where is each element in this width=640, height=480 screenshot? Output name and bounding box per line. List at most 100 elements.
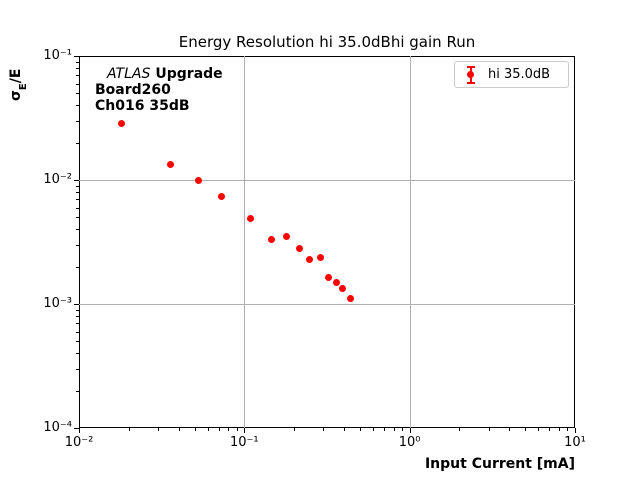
y-major-tick xyxy=(74,180,79,181)
chart-title: Energy Resolution hi 35.0dBhi gain Run xyxy=(178,33,476,51)
x-minor-tick xyxy=(384,428,386,431)
y-axis-label-sigma: σ xyxy=(8,90,24,101)
data-point xyxy=(247,214,255,222)
x-major-tick xyxy=(244,428,246,433)
x-axis-label: Input Current [mA] xyxy=(424,456,575,472)
y-minor-tick xyxy=(76,390,79,392)
data-point xyxy=(195,176,203,184)
y-tick-label: 10⁻⁴ xyxy=(43,420,72,435)
y-minor-tick xyxy=(76,207,79,209)
data-point xyxy=(167,161,175,169)
x-tick-label: 10⁻¹ xyxy=(230,435,259,450)
x-minor-tick xyxy=(402,428,404,431)
errorbar-dot xyxy=(467,70,474,78)
y-minor-tick xyxy=(76,105,79,107)
annotation-line-3: Ch016 35dB xyxy=(95,98,190,114)
data-point xyxy=(325,273,333,281)
y-tick-label: 10⁻² xyxy=(43,172,72,187)
y-minor-tick xyxy=(76,331,79,333)
y-gridline xyxy=(79,180,575,181)
x-minor-tick xyxy=(359,428,361,431)
y-minor-tick xyxy=(76,323,79,325)
errorbar-cap-bottom xyxy=(467,81,475,84)
y-minor-tick xyxy=(76,185,79,187)
y-minor-tick xyxy=(76,368,79,370)
y-minor-tick xyxy=(76,142,79,144)
y-gridline xyxy=(79,304,575,305)
y-minor-tick xyxy=(76,353,79,355)
x-minor-tick xyxy=(236,428,238,431)
y-minor-tick xyxy=(76,217,79,219)
x-minor-tick xyxy=(558,428,560,431)
data-point xyxy=(117,120,125,128)
legend-label: hi 35.0dB xyxy=(488,67,551,82)
errorbar-cap-top xyxy=(467,65,475,68)
annotation-line-1: ATLAS Upgrade xyxy=(95,66,223,82)
annotation-line-2: Board260 xyxy=(95,82,171,98)
y-major-tick xyxy=(74,428,79,429)
y-axis-label-subscript: E xyxy=(17,83,29,91)
x-minor-tick xyxy=(509,428,511,431)
x-major-tick xyxy=(79,428,80,433)
y-minor-tick xyxy=(76,68,79,70)
x-tick-label: 10¹ xyxy=(564,435,586,450)
data-point xyxy=(283,233,291,241)
x-minor-tick xyxy=(207,428,209,431)
x-minor-tick xyxy=(128,428,130,431)
y-major-tick xyxy=(74,304,79,305)
y-tick-label: 10⁻³ xyxy=(43,296,72,311)
x-minor-tick xyxy=(294,428,296,431)
x-minor-tick xyxy=(488,428,490,431)
y-major-tick xyxy=(74,56,79,57)
x-minor-tick xyxy=(228,428,230,431)
x-gridline xyxy=(244,56,246,428)
x-major-tick xyxy=(575,428,576,433)
x-minor-tick xyxy=(343,428,345,431)
x-minor-tick xyxy=(194,428,196,431)
y-minor-tick xyxy=(76,199,79,201)
annotation-atlas-text: ATLAS xyxy=(107,66,151,82)
data-point xyxy=(347,294,355,302)
y-minor-tick xyxy=(76,83,79,85)
annotation-upgrade-text: Upgrade xyxy=(155,66,223,82)
data-point xyxy=(317,253,325,261)
data-point xyxy=(295,245,303,253)
x-minor-tick xyxy=(157,428,159,431)
x-tick-label: 10⁰ xyxy=(398,435,421,450)
x-minor-tick xyxy=(549,428,551,431)
data-point xyxy=(218,193,226,201)
x-minor-tick xyxy=(323,428,325,431)
x-major-tick xyxy=(409,428,411,433)
y-minor-tick xyxy=(76,316,79,318)
atlas-annotation: ATLAS Upgrade Board260 Ch016 35dB xyxy=(95,66,223,114)
y-minor-tick xyxy=(76,341,79,343)
x-tick-label: 10⁻² xyxy=(64,435,94,450)
data-point xyxy=(306,255,314,263)
y-tick-label: 10⁻¹ xyxy=(43,48,72,63)
errorbar-marker-icon xyxy=(465,65,477,84)
x-minor-tick xyxy=(459,428,461,431)
y-axis-label: σE/E xyxy=(8,68,29,101)
x-minor-tick xyxy=(538,428,540,431)
data-point xyxy=(332,278,340,286)
y-minor-tick xyxy=(76,229,79,231)
y-minor-tick xyxy=(76,309,79,311)
x-minor-tick xyxy=(218,428,220,431)
y-minor-tick xyxy=(76,192,79,194)
y-axis-label-rest: /E xyxy=(8,68,24,84)
y-minor-tick xyxy=(76,61,79,63)
x-minor-tick xyxy=(525,428,527,431)
y-minor-tick xyxy=(76,266,79,268)
x-minor-tick xyxy=(567,428,569,431)
y-minor-tick xyxy=(76,244,79,246)
legend: hi 35.0dB xyxy=(454,61,569,88)
x-minor-tick xyxy=(393,428,395,431)
x-minor-tick xyxy=(372,428,374,431)
data-point xyxy=(339,284,347,292)
y-minor-tick xyxy=(76,120,79,122)
x-minor-tick xyxy=(178,428,180,431)
plot-area xyxy=(79,56,575,428)
y-minor-tick xyxy=(76,93,79,95)
data-point xyxy=(268,236,275,244)
